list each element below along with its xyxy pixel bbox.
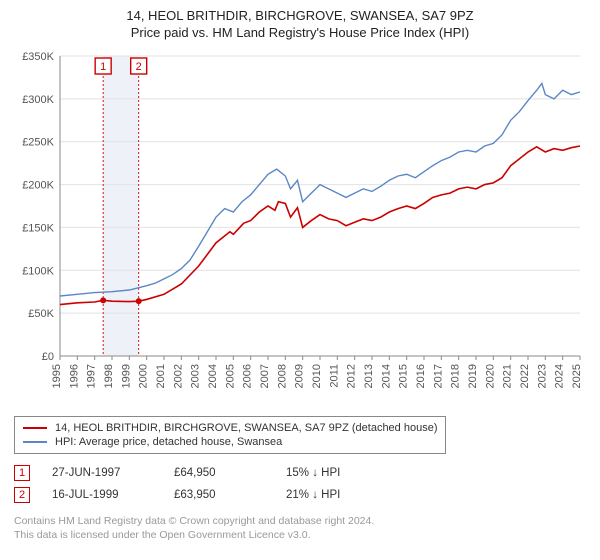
title-subtitle: Price paid vs. HM Land Registry's House … [14,25,586,40]
svg-text:2017: 2017 [432,364,444,388]
svg-text:2021: 2021 [502,364,514,388]
svg-text:2015: 2015 [398,364,410,388]
svg-text:2019: 2019 [467,364,479,388]
title-block: 14, HEOL BRITHDIR, BIRCHGROVE, SWANSEA, … [14,8,586,40]
legend-item: 14, HEOL BRITHDIR, BIRCHGROVE, SWANSEA, … [23,421,437,435]
sale-price: £64,950 [174,467,264,479]
sale-delta: 21% ↓ HPI [286,489,396,501]
svg-text:2011: 2011 [328,364,340,388]
line-chart-svg: £0 £50K £100K £150K £200K £250K £300K £350K 1995… [14,50,586,400]
svg-text:1998: 1998 [103,364,115,388]
svg-text:2007: 2007 [259,364,271,388]
svg-text:2005: 2005 [224,364,236,388]
chart-area: £0 £50K £100K £150K £200K £250K £300K £350K 1995… [14,50,586,400]
svg-text:2: 2 [136,61,142,73]
sale-date: 27-JUN-1997 [52,467,152,479]
sale-delta: 15% ↓ HPI [286,467,396,479]
sale-date: 16-JUL-1999 [52,489,152,501]
svg-text:2016: 2016 [415,364,427,388]
svg-text:2009: 2009 [294,364,306,388]
svg-text:2002: 2002 [172,364,184,388]
svg-text:2004: 2004 [207,364,219,388]
svg-text:1999: 1999 [120,364,132,388]
svg-text:2010: 2010 [311,364,323,388]
footer-attribution: Contains HM Land Registry data © Crown c… [14,514,586,542]
footer-line2: This data is licensed under the Open Gov… [14,528,586,542]
svg-text:£150K: £150K [22,222,54,234]
footer-line1: Contains HM Land Registry data © Crown c… [14,514,586,528]
svg-text:2025: 2025 [571,364,583,388]
svg-text:2012: 2012 [346,364,358,388]
legend-label: HPI: Average price, detached house, Swan… [55,436,282,448]
svg-text:1997: 1997 [86,364,98,388]
svg-text:2018: 2018 [450,364,462,388]
svg-text:2024: 2024 [554,364,566,388]
sale-marker-2: 2 [14,487,30,503]
legend-swatch-blue [23,441,47,443]
svg-text:£300K: £300K [22,94,54,106]
title-address: 14, HEOL BRITHDIR, BIRCHGROVE, SWANSEA, … [14,8,586,23]
svg-text:£350K: £350K [22,51,54,63]
svg-text:2014: 2014 [380,364,392,388]
svg-text:1996: 1996 [68,364,80,388]
svg-text:2023: 2023 [536,364,548,388]
chart-legend: 14, HEOL BRITHDIR, BIRCHGROVE, SWANSEA, … [14,416,446,454]
legend-label: 14, HEOL BRITHDIR, BIRCHGROVE, SWANSEA, … [55,422,437,434]
svg-text:2022: 2022 [519,364,531,388]
legend-swatch-red [23,427,47,429]
svg-text:£200K: £200K [22,180,54,192]
svg-text:1995: 1995 [51,364,63,388]
legend-item: HPI: Average price, detached house, Swan… [23,435,437,449]
svg-text:£100K: £100K [22,265,54,277]
svg-text:2001: 2001 [155,364,167,388]
chart-container: 14, HEOL BRITHDIR, BIRCHGROVE, SWANSEA, … [0,0,600,560]
sale-marker-1: 1 [14,465,30,481]
svg-text:1: 1 [100,61,106,73]
svg-text:2000: 2000 [138,364,150,388]
svg-text:2020: 2020 [484,364,496,388]
table-row: 2 16-JUL-1999 £63,950 21% ↓ HPI [14,484,586,506]
svg-text:2008: 2008 [276,364,288,388]
sales-table: 1 27-JUN-1997 £64,950 15% ↓ HPI 2 16-JUL… [14,462,586,506]
svg-text:2013: 2013 [363,364,375,388]
table-row: 1 27-JUN-1997 £64,950 15% ↓ HPI [14,462,586,484]
svg-text:2003: 2003 [190,364,202,388]
svg-text:£50K: £50K [28,308,54,320]
svg-text:£250K: £250K [22,137,54,149]
svg-text:£0: £0 [42,351,54,363]
sale-price: £63,950 [174,489,264,501]
svg-text:2006: 2006 [242,364,254,388]
